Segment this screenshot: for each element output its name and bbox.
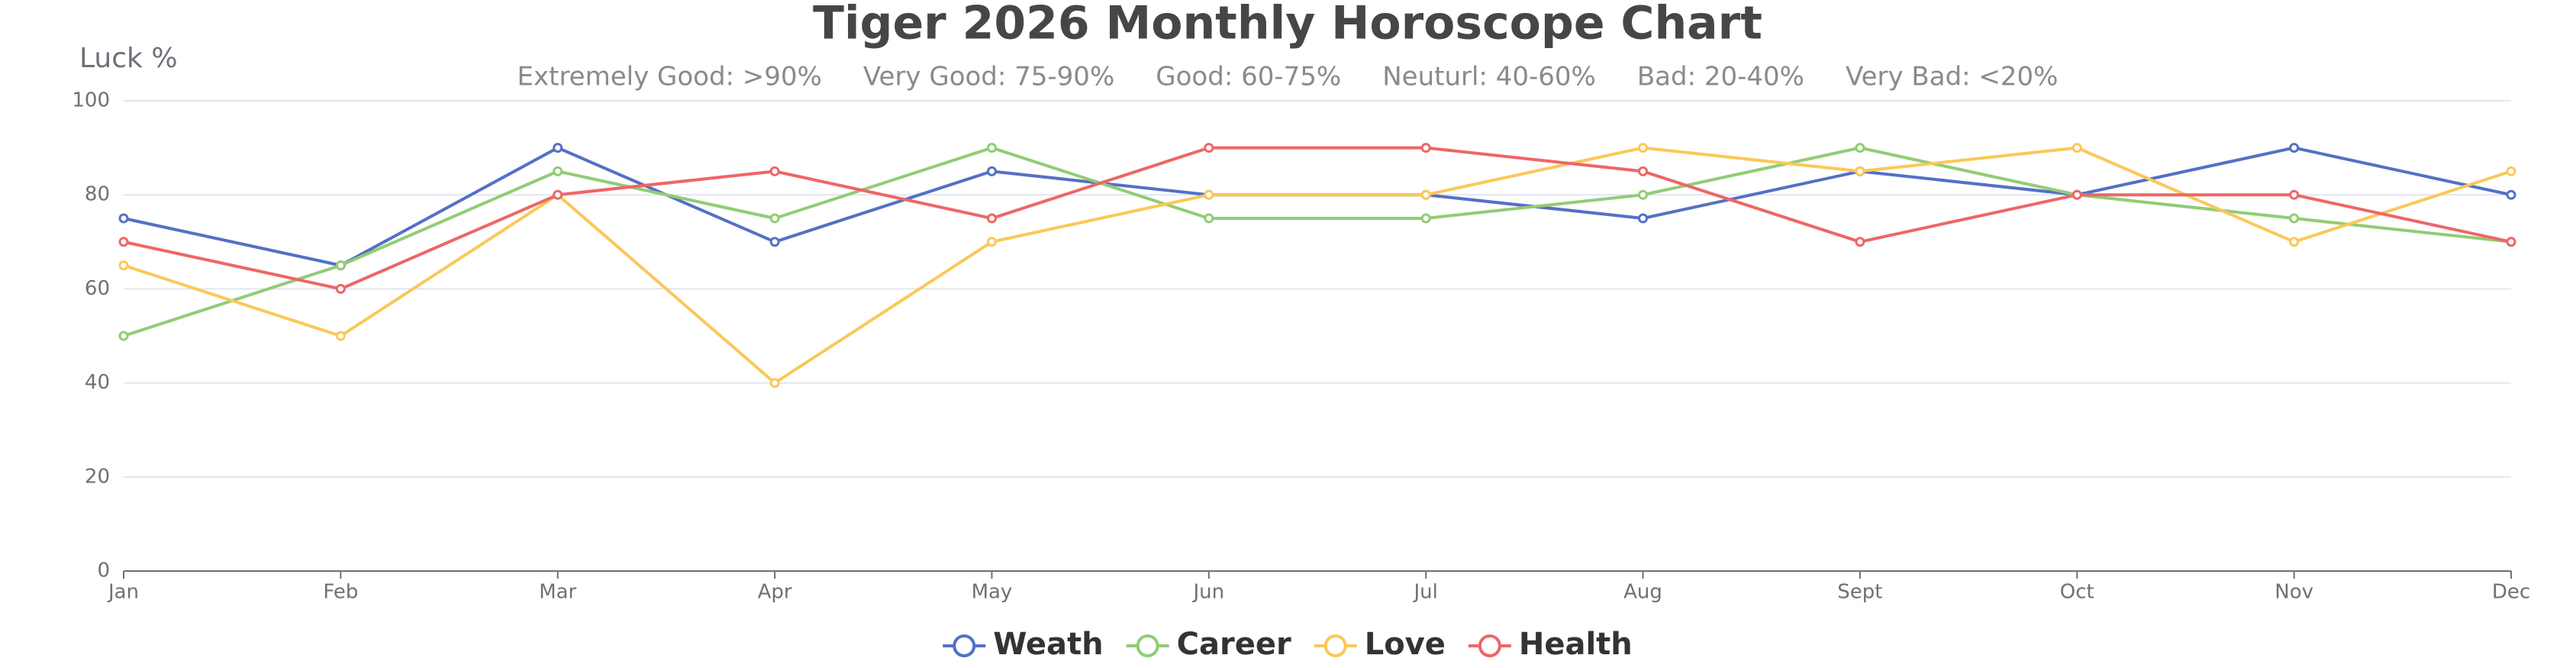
series-line [123,146,2512,267]
y-tick-label: 0 [97,560,110,582]
data-point [1204,189,1214,200]
y-tick-label: 40 [85,371,110,394]
data-point [335,283,346,294]
data-point [1638,143,1649,153]
data-point [118,331,129,341]
data-point [986,237,997,247]
series-line [123,146,2512,337]
data-point [2506,189,2516,200]
x-tick-label: Oct [2060,581,2094,604]
x-tick-label: Aug [1623,581,1662,604]
data-point [986,143,997,153]
legend-label: Love [1365,627,1446,662]
x-tick-label: Sept [1837,581,1882,604]
data-point [769,166,780,176]
y-tick-label: 60 [85,277,110,300]
legend-icon [1478,634,1501,657]
series-line [123,146,2512,291]
x-tick-label: Mar [539,581,576,604]
x-tick-label: Jun [1192,581,1225,604]
x-tick-label: Nov [2275,581,2313,604]
data-point [769,237,780,247]
chart-subtitle: Extremely Good: >90% Very Good: 75-90% G… [517,62,2059,92]
data-point [553,143,563,153]
data-point [1855,166,1865,176]
y-axis-label: Luck % [79,43,178,74]
legend-item: Weath [943,627,1104,662]
data-point [769,213,780,224]
legend-label: Health [1519,627,1633,662]
x-tick-label: Dec [2492,581,2530,604]
data-point [553,189,563,200]
data-point [2506,237,2516,247]
data-point [986,213,997,224]
data-point [986,166,997,176]
legend-label: Career [1177,627,1291,662]
x-tick-label: Feb [323,581,358,604]
series-line [123,146,2512,386]
data-point [335,331,346,341]
data-point [2289,143,2300,153]
legend: Weath Career Love Health [943,627,1633,662]
data-point [1638,189,1649,200]
legend-item: Health [1468,627,1633,662]
data-point [2071,143,2082,153]
data-point [2289,213,2300,224]
data-point [769,378,780,389]
data-point [2289,189,2300,200]
data-point [2506,166,2516,176]
legend-icon [953,634,976,657]
data-point [1420,143,1431,153]
data-point [1204,213,1214,224]
legend-icon [1323,634,1347,657]
data-point [2071,189,2082,200]
legend-label: Weath [993,627,1103,662]
y-tick-label: 20 [85,465,110,488]
data-point [335,260,346,271]
x-tick-label: Apr [758,581,792,604]
x-tick-label: May [972,581,1013,604]
data-point [2289,237,2300,247]
chart-title: Tiger 2026 Monthly Horoscope Chart [813,0,1762,50]
data-point [1638,213,1649,224]
data-point [1420,213,1431,224]
x-tick-label: Jul [1412,581,1437,604]
y-tick-label: 100 [72,89,110,112]
data-point [1638,166,1649,176]
y-tick-label: 80 [85,183,110,206]
legend-item: Career [1126,627,1291,662]
data-point [118,237,129,247]
data-point [553,166,563,176]
data-point [1204,143,1214,153]
data-point [118,260,129,271]
data-point [1420,189,1431,200]
x-tick-label: Jan [107,581,139,604]
data-point [1855,237,1865,247]
legend-icon [1136,634,1159,657]
data-point [118,213,129,224]
legend-item: Love [1314,627,1446,662]
data-point [1855,143,1865,153]
